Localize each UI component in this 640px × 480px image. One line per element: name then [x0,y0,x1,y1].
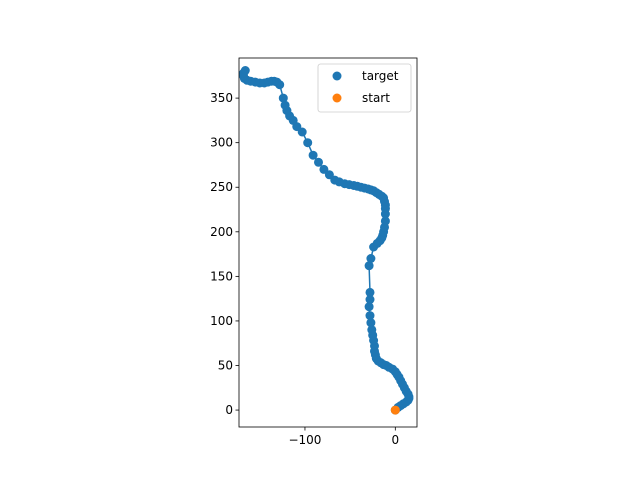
data-point-target [364,261,374,271]
data-point-target [364,302,374,312]
y-tick-label: 200 [210,225,233,239]
legend-marker-start [332,93,342,103]
data-point-target [240,66,250,75]
data-point-target [280,100,290,110]
data-point-target [319,164,329,174]
data-point-target [303,138,313,148]
data-point-target [278,93,288,103]
data-point-target [365,287,375,297]
x-tick-label: 0 [391,433,399,447]
data-point-target [366,254,376,263]
data-point-target [365,295,375,304]
legend-marker-target [332,71,342,81]
data-point-target [367,325,377,335]
data-point-target [308,150,318,160]
plot-area [239,66,414,415]
data-point-target [366,318,376,328]
axes-frame [238,57,418,428]
y-tick-label: 250 [210,180,233,194]
y-tick-label: 300 [210,136,233,150]
y-tick-label: 0 [225,403,233,417]
data-point-start [390,405,400,415]
y-tick-label: 50 [218,359,233,373]
y-tick-label: 100 [210,314,233,328]
legend-label-start: start [362,91,390,105]
y-tick-label: 350 [210,91,233,105]
legend-label-target: target [362,69,399,83]
data-point-target [324,170,334,180]
data-point-target [365,311,375,321]
data-point-target [314,157,323,167]
x-tick-label: −100 [288,433,321,447]
axes: −100 0 0 50 100 150 200 250 300 350 [210,57,418,447]
data-point-target [380,216,390,226]
y-tick-label: 150 [210,269,233,283]
legend: target start [317,63,412,113]
